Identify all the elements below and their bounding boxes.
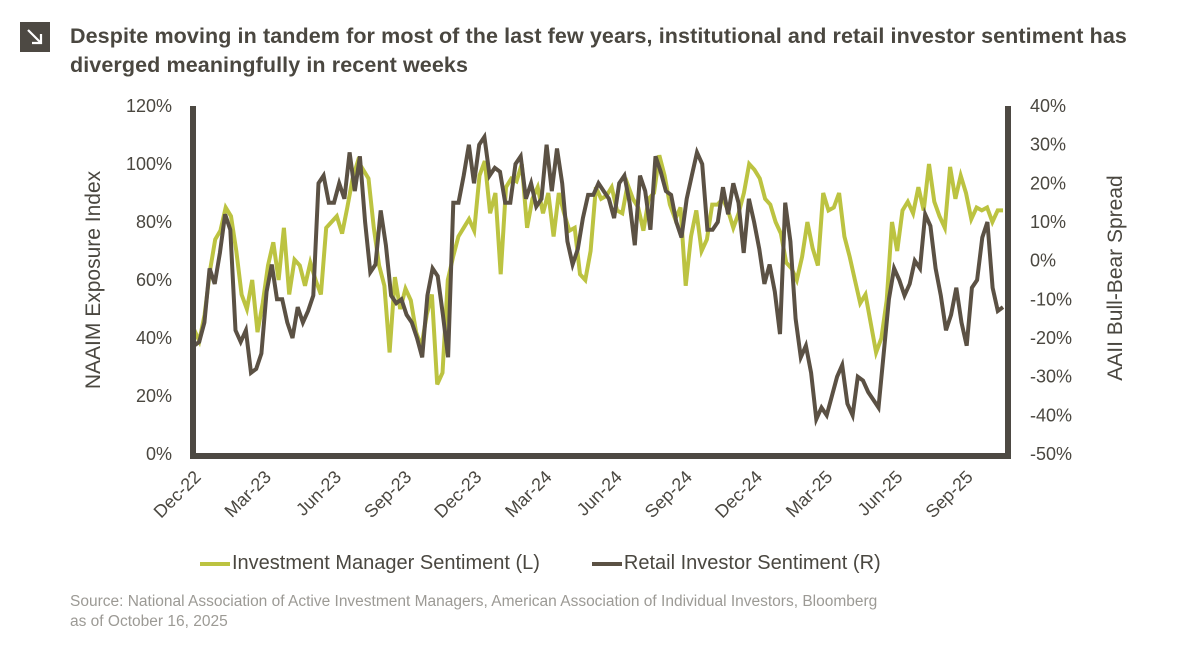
source-line-2: as of October 16, 2025 [70, 613, 228, 630]
y-tick-right-label: 10% [1030, 212, 1066, 232]
y-axis-right-title: AAII Bull-Bear Spread [1104, 175, 1127, 380]
x-tick-label: Mar-24 [501, 467, 555, 521]
x-tick-label: Jun-25 [854, 467, 907, 520]
series-layer [192, 131, 1005, 427]
x-tick-label: Mar-25 [782, 467, 836, 521]
x-tick-label: Sep-23 [360, 467, 415, 522]
y-axis-right-ticks: -50% -40% -30% -20% -10% 0% 10% 20% 30% 40% [1030, 96, 1072, 464]
x-tick-label: Dec-22 [150, 467, 205, 522]
source-note: Source: National Association of Active I… [70, 592, 1170, 632]
y-tick-right-label: -50% [1030, 444, 1072, 464]
y-tick-right-label: 20% [1030, 173, 1066, 193]
y-tick-left-label: 120% [126, 96, 172, 116]
legend: Investment Manager Sentiment (L) Retail … [200, 552, 933, 575]
y-tick-right-label: -40% [1030, 405, 1072, 425]
legend-item-investment-manager: Investment Manager Sentiment (L) [200, 552, 540, 575]
x-tick-label: Mar-23 [221, 467, 275, 521]
x-tick-label: Sep-24 [641, 467, 696, 522]
y-tick-right-label: 40% [1030, 96, 1066, 116]
y-tick-right-label: 0% [1030, 251, 1056, 271]
y-tick-left-label: 40% [136, 328, 172, 348]
investment-manager-sentiment-line [192, 154, 1003, 386]
y-tick-right-label: -30% [1030, 367, 1072, 387]
y-tick-left-label: 20% [136, 386, 172, 406]
legend-swatch-retail-investor [591, 561, 622, 566]
y-axis-left-ticks: 0% 20% 40% 60% 80% 100% 120% [126, 96, 172, 464]
y-tick-right-label: -10% [1030, 289, 1072, 309]
legend-item-retail-investor: Retail Investor Sentiment (R) [591, 552, 881, 575]
x-tick-label: Sep-25 [922, 467, 977, 522]
arrow-down-right-icon [20, 22, 50, 52]
y-tick-left-label: 80% [136, 212, 172, 232]
legend-label: Retail Investor Sentiment (R) [623, 552, 881, 574]
chart-title: Despite moving in tandem for most of the… [70, 24, 1127, 77]
y-tick-right-label: 30% [1030, 135, 1066, 155]
y-axis-left-title: NAAIM Exposure Index [82, 170, 105, 389]
x-tick-label: Jun-23 [292, 467, 345, 520]
x-axis-ticks: Dec-22 Mar-23 Jun-23 Sep-23 Dec-23 Mar-24 Jun-… [150, 467, 977, 522]
y-tick-left-label: 60% [136, 270, 172, 290]
source-line-1: Source: National Association of Active I… [70, 593, 878, 610]
y-tick-left-label: 0% [146, 444, 172, 464]
legend-swatch-investment-manager [200, 561, 230, 566]
x-tick-label: Jun-24 [573, 467, 626, 520]
y-tick-left-label: 100% [126, 154, 172, 174]
y-tick-right-label: -20% [1030, 328, 1072, 348]
legend-label: Investment Manager Sentiment (L) [232, 552, 540, 574]
x-tick-label: Dec-23 [430, 467, 485, 522]
retail-investor-sentiment-line [192, 131, 1005, 427]
x-tick-label: Dec-24 [711, 467, 766, 522]
